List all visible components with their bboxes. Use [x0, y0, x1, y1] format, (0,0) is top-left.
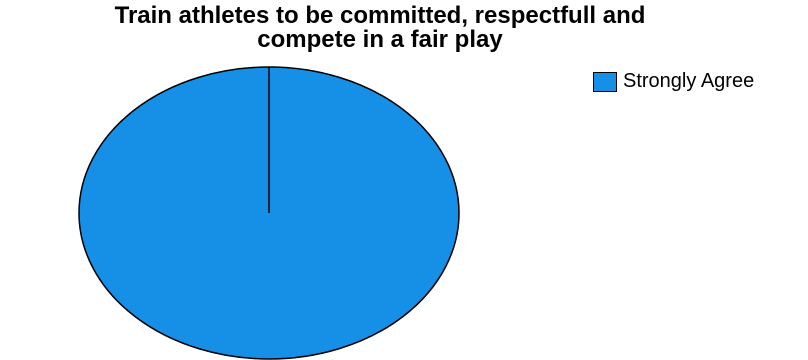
chart-title-line-1: Train athletes to be committed, respectf… [114, 2, 646, 29]
pie-slices [78, 66, 460, 360]
chart-title: Train athletes to be committed, respectf… [0, 4, 760, 52]
legend-label-strongly-agree: Strongly Agree [623, 70, 755, 92]
chart-title-line-2: compete in a fair play [257, 26, 503, 53]
legend: Strongly Agree [593, 70, 754, 93]
legend-swatch-strongly-agree [593, 71, 617, 92]
